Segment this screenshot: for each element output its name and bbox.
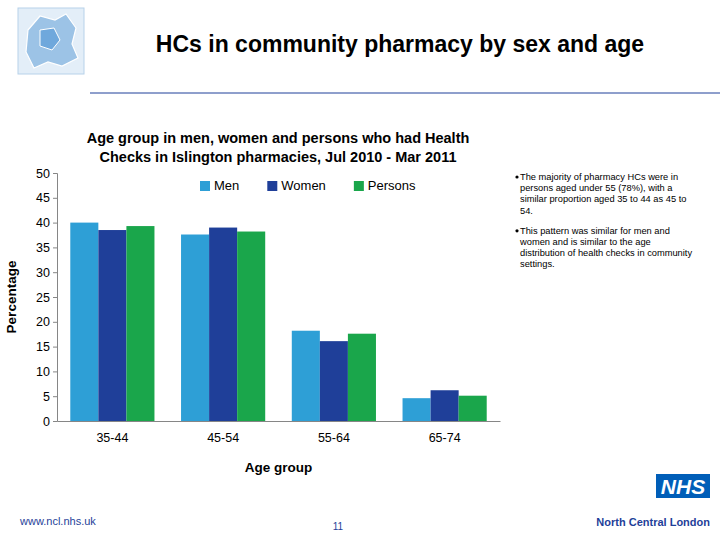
organisation-name: North Central London bbox=[596, 516, 710, 528]
chart-title: Age group in men, women and persons who … bbox=[87, 130, 470, 165]
legend: Men Women Persons bbox=[200, 178, 416, 193]
x-tick: 55-64 bbox=[318, 421, 350, 445]
y-axis: 0 5 10 15 20 25 30 35 40 45 50 bbox=[36, 167, 57, 429]
tspan-element: Age group in men, women and persons who … bbox=[87, 130, 470, 146]
y-tick-label: 40 bbox=[36, 216, 50, 230]
nhs-logo-text: NHS bbox=[661, 475, 705, 498]
y-tick-mark bbox=[53, 223, 57, 224]
y-tick-mark bbox=[53, 322, 57, 323]
page-number: 11 bbox=[333, 521, 344, 532]
map-icon bbox=[18, 8, 84, 74]
x-tick-label: 55-64 bbox=[318, 431, 350, 445]
tspan-element: 54. bbox=[520, 206, 533, 216]
y-tick-mark bbox=[53, 347, 57, 348]
bar bbox=[98, 230, 126, 421]
nhs-logo-box bbox=[656, 474, 710, 498]
y-tick: 20 bbox=[36, 315, 57, 329]
y-tick-label: 25 bbox=[36, 291, 50, 305]
tspan-element: The majority of pharmacy HCs were in bbox=[520, 172, 678, 182]
bullet-dot bbox=[515, 175, 518, 178]
bar bbox=[126, 226, 154, 421]
y-tick: 35 bbox=[36, 241, 57, 255]
tspan-element: similar proportion aged 35 to 44 as 45 t… bbox=[520, 194, 686, 204]
y-tick: 40 bbox=[36, 216, 57, 230]
tspan-element: settings. bbox=[520, 259, 555, 269]
y-tick-label: 45 bbox=[36, 191, 50, 205]
y-tick: 15 bbox=[36, 340, 57, 354]
legend-swatch bbox=[354, 181, 364, 191]
y-tick-label: 5 bbox=[43, 390, 50, 404]
bar bbox=[237, 232, 265, 421]
y-tick-label: 10 bbox=[36, 365, 50, 379]
legend-label: Men bbox=[214, 178, 239, 193]
x-tick: 45-54 bbox=[207, 421, 239, 445]
bar bbox=[292, 331, 320, 421]
x-tick-label: 45-54 bbox=[207, 431, 239, 445]
x-axis: 35-44 45-54 55-64 65-74 bbox=[58, 421, 501, 445]
bar bbox=[459, 396, 487, 421]
map-icon-shape bbox=[40, 28, 60, 50]
y-tick: 0 bbox=[43, 415, 57, 429]
y-tick-label: 35 bbox=[36, 241, 50, 255]
y-tick-mark bbox=[53, 173, 57, 174]
slide: HCs in community pharmacy by sex and age… bbox=[0, 0, 720, 540]
bar bbox=[70, 223, 98, 421]
tspan-element: distribution of health checks in communi… bbox=[520, 248, 692, 258]
bar bbox=[403, 398, 431, 421]
x-tick: 35-44 bbox=[96, 421, 128, 445]
y-axis-line bbox=[53, 174, 58, 422]
y-tick-mark bbox=[53, 371, 57, 372]
y-tick: 50 bbox=[36, 167, 57, 181]
y-axis-title: Percentage bbox=[4, 260, 19, 333]
y-tick-mark bbox=[53, 247, 57, 248]
legend-label: Persons bbox=[368, 178, 416, 193]
bar bbox=[209, 228, 237, 421]
y-tick-mark bbox=[53, 198, 57, 199]
y-tick: 25 bbox=[36, 291, 57, 305]
bar bbox=[348, 334, 376, 421]
y-tick-label: 50 bbox=[36, 167, 50, 181]
header-rule bbox=[90, 93, 720, 94]
x-axis-line bbox=[58, 421, 501, 422]
y-tick: 45 bbox=[36, 191, 57, 205]
y-tick: 10 bbox=[36, 365, 57, 379]
bullet-dot bbox=[515, 229, 518, 232]
bullet-text: This pattern was similar for men andwome… bbox=[519, 226, 692, 270]
tspan-element: persons aged under 55 (78%), with a bbox=[520, 183, 673, 193]
y-tick: 30 bbox=[36, 266, 57, 280]
x-tick-label: 35-44 bbox=[96, 431, 128, 445]
bars bbox=[70, 223, 486, 421]
bar bbox=[181, 235, 209, 421]
y-tick-mark bbox=[53, 396, 57, 397]
slide-title: HCs in community pharmacy by sex and age bbox=[156, 31, 644, 57]
y-tick-label: 0 bbox=[43, 415, 50, 429]
legend-swatch bbox=[267, 181, 277, 191]
bar bbox=[320, 341, 348, 421]
tspan-element: Checks in Islington pharmacies, Jul 2010… bbox=[99, 149, 456, 165]
x-tick: 65-74 bbox=[429, 421, 461, 445]
x-axis-title: Age group bbox=[245, 460, 313, 475]
y-tick-label: 20 bbox=[36, 315, 50, 329]
y-tick-mark bbox=[53, 421, 57, 422]
legend-swatch bbox=[200, 181, 210, 191]
footer-url: www.ncl.nhs.uk bbox=[19, 515, 96, 527]
y-tick-mark bbox=[53, 272, 57, 273]
y-tick: 5 bbox=[43, 390, 57, 404]
map-icon-bg bbox=[18, 8, 84, 74]
x-tick-label: 65-74 bbox=[429, 431, 461, 445]
bar bbox=[431, 390, 459, 421]
legend-label: Women bbox=[281, 178, 326, 193]
map-icon-shape bbox=[26, 14, 78, 68]
bullet-text: The majority of pharmacy HCs were inpers… bbox=[520, 172, 686, 216]
y-tick-label: 30 bbox=[36, 266, 50, 280]
y-tick-mark bbox=[53, 297, 57, 298]
chart: Age group in men, women and persons who … bbox=[4, 130, 501, 475]
y-tick-label: 15 bbox=[36, 340, 50, 354]
tspan-element: This pattern was similar for men and bbox=[520, 226, 670, 236]
tspan-element: women and is similar to the age bbox=[519, 237, 651, 247]
